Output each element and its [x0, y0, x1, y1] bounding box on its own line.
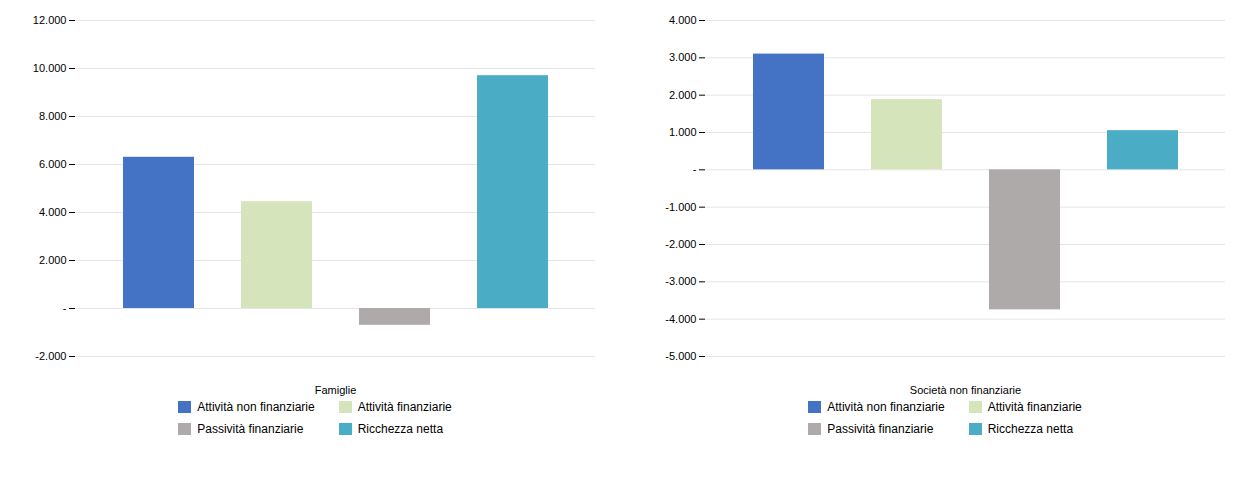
svg-text:4.000: 4.000: [669, 14, 697, 26]
svg-text:10.000: 10.000: [33, 62, 67, 74]
svg-text:6.000: 6.000: [39, 158, 67, 170]
svg-text:1.000: 1.000: [669, 126, 697, 138]
svg-text:8.000: 8.000: [39, 110, 67, 122]
html-text:Attività finanziarie: Attività finanziarie: [357, 400, 452, 414]
svg-text:12.000: 12.000: [33, 14, 67, 26]
html-text:Passività finanziarie: Passività finanziarie: [827, 422, 934, 436]
svg-text:2.000: 2.000: [39, 254, 67, 266]
html-text:Ricchezza netta: Ricchezza netta: [357, 422, 444, 436]
svg-text:4.000: 4.000: [39, 206, 67, 218]
svg-text:-2.000: -2.000: [35, 350, 66, 362]
svg-text:2.000: 2.000: [669, 89, 697, 101]
svg-text:-5.000: -5.000: [665, 350, 696, 362]
svg-text:-: -: [693, 163, 697, 175]
html-text:Attività non finanziarie: Attività non finanziarie: [827, 400, 945, 414]
svg-text:Famiglie: Famiglie: [315, 384, 357, 396]
html-text:Attività non finanziarie: Attività non finanziarie: [197, 400, 315, 414]
svg-text:-1.000: -1.000: [665, 201, 696, 213]
html-text:Passività finanziarie: Passività finanziarie: [197, 422, 304, 436]
svg-text:3.000: 3.000: [669, 51, 697, 63]
html-text:Ricchezza netta: Ricchezza netta: [987, 422, 1074, 436]
html-text:Attività finanziarie: Attività finanziarie: [987, 400, 1082, 414]
svg-text:-: -: [63, 302, 67, 314]
svg-text:-2.000: -2.000: [665, 238, 696, 250]
svg-text:-3.000: -3.000: [665, 275, 696, 287]
svg-text:Società non finanziarie: Società non finanziarie: [910, 384, 1021, 396]
svg-text:-4.000: -4.000: [665, 313, 696, 325]
